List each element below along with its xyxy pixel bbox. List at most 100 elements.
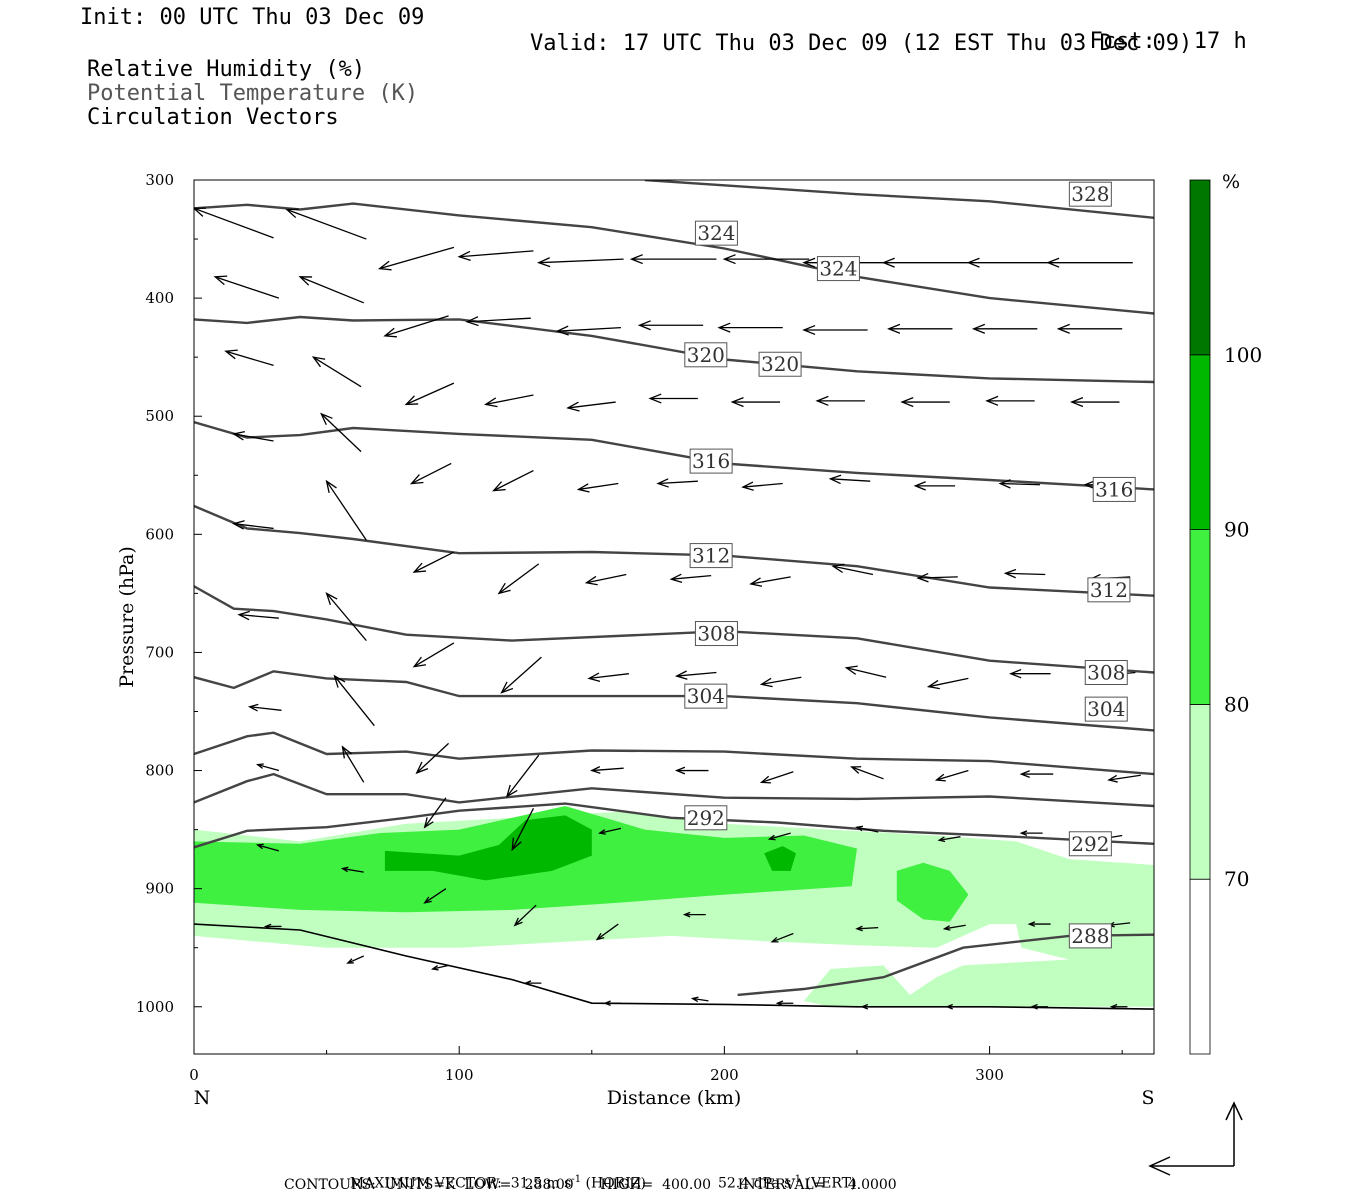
circulation-vector [404, 382, 455, 406]
circulation-vector [423, 888, 447, 904]
x-tick-label: 100 [445, 1066, 474, 1084]
horiz-tag: (HORIZ) [585, 1175, 646, 1192]
y-tick-label: 300 [145, 171, 174, 189]
circulation-vector [465, 316, 531, 327]
contour-note: CONTOURS: UNITS=K LOW= 288.00 HIGH= 400.… [284, 1177, 897, 1193]
max-vector-label: MAXIMUM VECTOR: [349, 1175, 502, 1192]
colorbar-segment [1189, 878, 1211, 1055]
theta-contour-296 [194, 772, 1154, 808]
circulation-vector [457, 250, 534, 261]
circulation-vector [412, 642, 455, 668]
circulation-vector [900, 396, 950, 408]
circulation-vector [767, 832, 791, 841]
vert-sup: -1 [791, 1174, 802, 1185]
svg-text:308: 308 [697, 622, 735, 646]
circulation-vector [850, 766, 884, 780]
circulation-vector [802, 324, 868, 336]
circulation-vector [1019, 830, 1043, 836]
y-tick-label: 600 [145, 525, 174, 543]
theta-label-304-0: 304 [684, 683, 728, 709]
circulation-vector [985, 395, 1035, 406]
svg-text:312: 312 [1090, 578, 1128, 602]
theta-contour-328 [644, 180, 1154, 219]
svg-text:304: 304 [687, 684, 725, 708]
colorbar-level-label: 90 [1224, 518, 1249, 542]
circulation-vector [1009, 668, 1051, 679]
theta-contour-308 [194, 585, 1154, 674]
plot-frame [193, 179, 1155, 1055]
circulation-vector [483, 394, 534, 408]
legend-theta: Potential Temperature (K) [87, 81, 419, 106]
circulation-vector [855, 825, 879, 833]
theta-label-324-0: 324 [694, 220, 738, 246]
theta-contour-320 [194, 315, 1154, 384]
theta-label-312-0: 312 [689, 543, 733, 569]
circulation-vector [629, 254, 717, 265]
colorbar-level-label: 80 [1224, 692, 1249, 716]
circulation-vector [247, 703, 282, 712]
circulation-vector [637, 320, 704, 331]
forecast-label: Fcst: [1089, 29, 1156, 54]
circulation-vector [971, 323, 1038, 334]
circulation-vector [887, 323, 953, 334]
circulation-vector [1027, 921, 1051, 927]
circulation-vector [648, 393, 698, 404]
svg-text:292: 292 [687, 806, 725, 830]
svg-text:320: 320 [761, 352, 799, 376]
circulation-vector [759, 676, 802, 688]
forecast-value: 17 h [1193, 29, 1247, 54]
colorbar-segment [1189, 529, 1211, 705]
svg-text:328: 328 [1071, 182, 1109, 206]
circulation-vector [500, 656, 542, 694]
circulation-vector [674, 766, 709, 775]
circulation-vector [255, 843, 280, 852]
circulation-vector [325, 479, 367, 541]
circulation-vector [598, 827, 622, 835]
colorbar-level-label: 100 [1224, 343, 1262, 367]
circulation-vector [749, 576, 791, 587]
horiz-value: 31.5 [510, 1175, 542, 1192]
x-axis-title: Distance (km) [607, 1087, 742, 1109]
rh-region-90-4 [764, 846, 796, 871]
circulation-vector [194, 207, 274, 239]
circulation-vector [576, 482, 619, 493]
theta-label-316-1: 316 [1092, 476, 1136, 502]
circulation-vector [741, 481, 783, 491]
circulation-vector [213, 275, 280, 299]
circulation-vector [1003, 568, 1046, 579]
circulation-vector [590, 766, 624, 774]
circulation-vector [263, 923, 282, 930]
circulation-vector [1046, 257, 1133, 268]
circulation-vector [340, 866, 364, 873]
reference-vector-icon [1148, 1101, 1243, 1176]
circulation-vector [237, 610, 279, 621]
rh-region-90-3 [384, 815, 592, 881]
circulation-vector [555, 325, 621, 336]
theta-contour-316 [194, 420, 1154, 491]
vert-unit: dPa s [753, 1175, 792, 1192]
svg-text:308: 308 [1087, 661, 1125, 685]
x-tick-label: 200 [710, 1066, 739, 1084]
circulation-vector [311, 356, 362, 388]
colorbar-level-label: 70 [1224, 867, 1249, 891]
circulation-vector [775, 1000, 794, 1007]
svg-text:316: 316 [692, 449, 730, 473]
rh-region-80-2 [896, 862, 969, 922]
forecast-hour: Fcst: 17 h [1063, 6, 1247, 54]
circulation-vector [1019, 770, 1054, 778]
y-tick-label: 900 [145, 880, 174, 898]
surface-line [194, 923, 1154, 1010]
legend-rh: Relative Humidity (%) [87, 57, 366, 82]
theta-label-316-0: 316 [689, 448, 733, 474]
circulation-vector [285, 208, 367, 240]
circulation-vector [1056, 323, 1123, 334]
y-tick-label: 700 [145, 643, 174, 661]
circulation-vector [937, 836, 961, 843]
circulation-vector [320, 412, 362, 453]
circulation-vector [566, 401, 616, 412]
circulation-vector [415, 742, 450, 775]
circulation-vector [346, 955, 364, 964]
theta-label-292-0: 292 [684, 805, 728, 831]
circulation-vector [603, 1000, 621, 1007]
theta-contour-292 [194, 802, 1154, 849]
